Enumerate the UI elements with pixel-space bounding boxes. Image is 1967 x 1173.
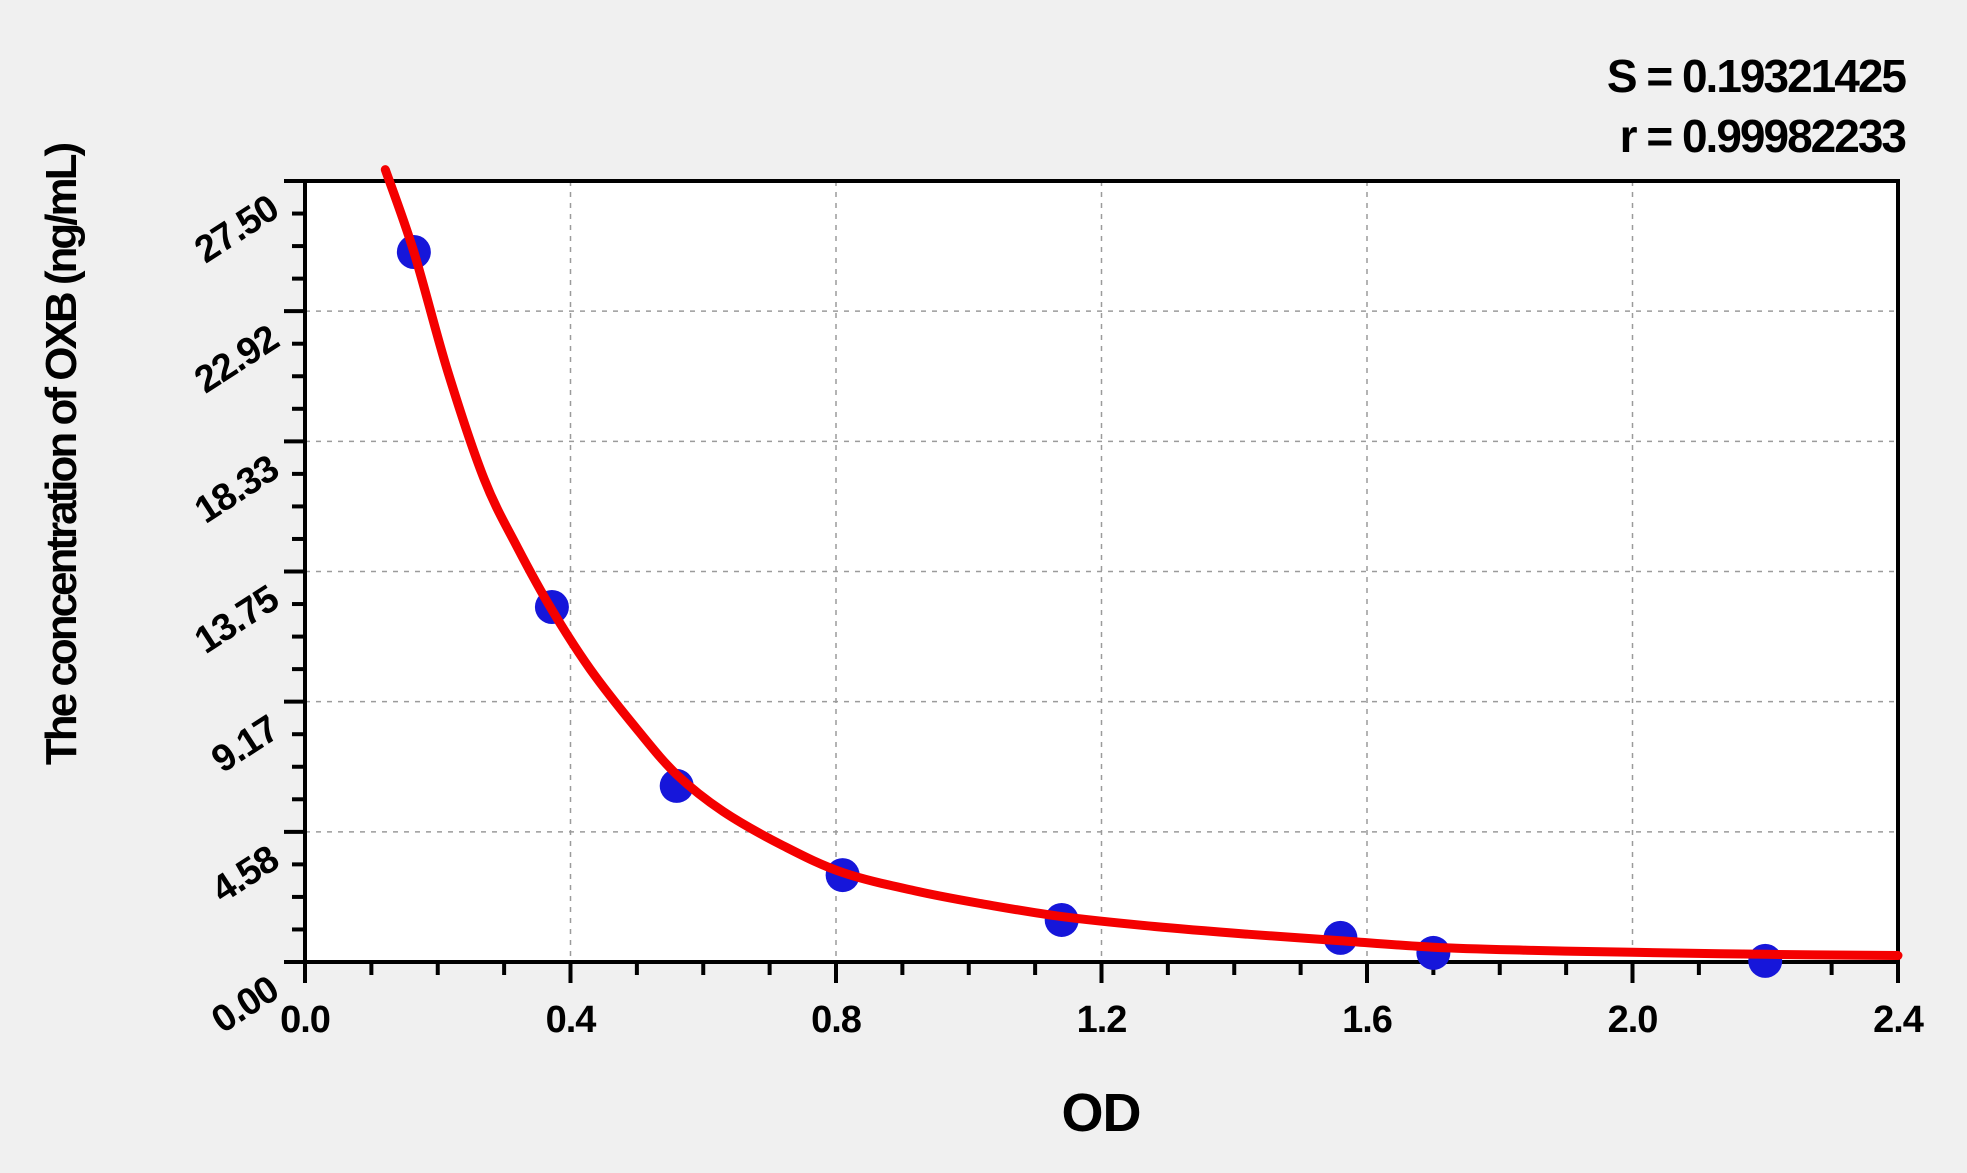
- x-tick-label: 0.8: [811, 999, 861, 1041]
- data-point: [1748, 943, 1783, 978]
- plot-frame: [303, 179, 1900, 964]
- fit-s-value: S = 0.19321425: [1606, 50, 1907, 102]
- x-tick-label: 1.6: [1342, 999, 1392, 1041]
- y-tick-label: 27.50: [187, 187, 285, 271]
- fit-statistics: S = 0.19321425 r = 0.99982233: [1606, 46, 1907, 166]
- y-tick-label: 13.75: [187, 577, 286, 662]
- data-point: [1416, 935, 1451, 970]
- gridlines: [305, 181, 1898, 962]
- x-tick-label: 0.4: [546, 999, 597, 1041]
- x-axis-title: OD: [1061, 1083, 1142, 1143]
- x-tick-label: 1.2: [1077, 999, 1127, 1041]
- fit-r-value: r = 0.99982233: [1619, 110, 1907, 162]
- x-tick-label: 2.0: [1608, 999, 1658, 1041]
- y-axis-title: The concentration of OXB (ng/mL): [37, 144, 86, 766]
- y-tick-label: 22.92: [187, 317, 285, 401]
- x-tick-label: 2.4: [1873, 999, 1924, 1041]
- y-tick-label: 4.58: [204, 838, 286, 911]
- y-tick-label: 9.17: [204, 708, 286, 781]
- fitted-curve: [380, 165, 1903, 960]
- y-tick-label: 0.00: [204, 968, 286, 1041]
- axis-ticks: [284, 179, 1900, 983]
- y-tick-label: 18.33: [187, 448, 285, 532]
- x-tick-label: 0.0: [280, 999, 330, 1041]
